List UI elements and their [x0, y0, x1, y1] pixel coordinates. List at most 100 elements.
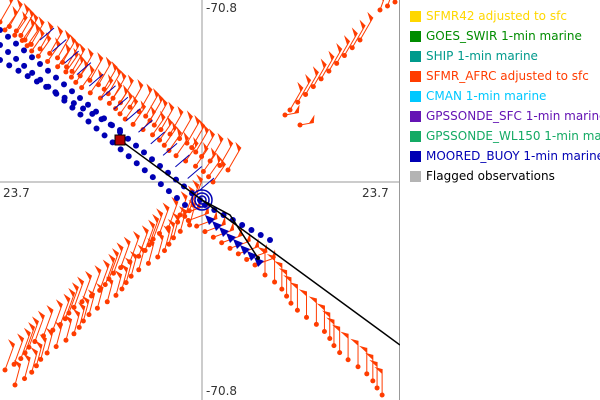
observation-dot: [21, 62, 28, 69]
observation-dot: [61, 81, 67, 88]
observation-dot: [64, 64, 70, 70]
wind-barb-flag: [235, 141, 241, 152]
observation-dot: [113, 106, 119, 112]
wind-barb-staff: [150, 131, 166, 145]
observation-dot: [304, 314, 310, 320]
legend-item[interactable]: MOORED_BUOY 1-min marine: [410, 146, 600, 166]
observation-dot: [297, 122, 303, 128]
wind-barb-flag: [102, 259, 110, 269]
wind-barb-staff: [57, 48, 71, 67]
observation-dot: [13, 28, 19, 34]
legend-swatch: [410, 50, 421, 62]
wind-barb-flag: [177, 105, 184, 116]
observation-dot: [85, 101, 91, 108]
wind-barb-flag: [8, 339, 15, 349]
wind-barb-flag: [150, 105, 156, 116]
observation-dot: [85, 118, 92, 125]
wind-barb-flag: [13, 359, 21, 369]
observation-dot: [136, 267, 142, 273]
observation-dot: [187, 222, 193, 228]
wind-barb-flag: [46, 304, 54, 315]
observation-dot: [119, 286, 125, 292]
wind-barb-flag: [146, 83, 153, 94]
observation-dot: [102, 282, 108, 288]
observation-dot: [12, 32, 18, 38]
wind-barb-flag: [111, 61, 118, 72]
legend-item[interactable]: GPSSONDE_WL150 1-min marine: [410, 126, 600, 146]
observation-dot: [0, 57, 3, 63]
wind-barb-flag: [73, 38, 80, 49]
wind-barb-flag: [147, 238, 155, 247]
observation-dot: [69, 104, 76, 111]
observation-dot: [76, 324, 82, 330]
observation-dot: [22, 376, 28, 382]
wind-barb-staff: [186, 120, 201, 144]
observation-dot: [101, 132, 108, 139]
wind-barb-flag: [220, 157, 226, 169]
wind-barb-flag: [57, 25, 63, 36]
wind-barb-flag: [89, 63, 95, 74]
observation-dot: [87, 77, 93, 83]
wind-barb-flag: [328, 50, 335, 61]
wind-barb-flag: [196, 174, 203, 184]
wind-barb-staff: [130, 254, 138, 277]
observation-dot: [185, 218, 191, 224]
wind-barb-flag: [108, 253, 115, 264]
wind-barb-flag: [141, 225, 149, 235]
observation-dot: [140, 127, 146, 133]
wind-barb-staff: [14, 363, 22, 386]
legend-item[interactable]: GOES_SWIR 1-min marine: [410, 26, 600, 46]
wind-barb-staff: [336, 40, 351, 64]
observation-dot: [15, 67, 22, 74]
wind-barb-staff: [0, 0, 14, 23]
observation-dot: [355, 364, 361, 370]
observation-dot: [130, 121, 136, 127]
observation-dot: [33, 78, 40, 85]
bottom-longitude-label: -70.8: [206, 384, 238, 398]
legend-item[interactable]: CMAN 1-min marine: [410, 86, 600, 106]
legend-label: GPSSONDE_WL150 1-min marine: [426, 129, 600, 143]
wind-barb-flag: [160, 110, 166, 121]
right-latitude-label: 23.7: [362, 186, 389, 200]
wind-barb-flag: [298, 289, 307, 297]
wind-barb-flag: [180, 191, 188, 201]
wind-barb-flag: [289, 282, 298, 290]
legend-item[interactable]: SFMR42 adjusted to sfc: [410, 6, 600, 26]
wind-barb-flag: [351, 27, 358, 38]
observation-dot: [113, 292, 119, 298]
wind-barb-flag: [168, 101, 174, 112]
observation-dot: [262, 272, 268, 278]
observation-dot: [18, 356, 24, 362]
observation-dot: [158, 127, 164, 133]
wind-barb-flag: [137, 79, 143, 90]
observation-dot: [303, 91, 309, 97]
legend-item[interactable]: SFMR_AFRC adjusted to sfc: [410, 66, 600, 86]
wind-barb-flag: [167, 218, 175, 228]
observation-dot: [374, 385, 380, 391]
flight-track-line: [201, 199, 259, 259]
wind-barb-staff: [55, 325, 63, 347]
wind-barb-flag: [94, 265, 102, 275]
wind-barb-staff: [20, 12, 35, 36]
observation-dot: [143, 113, 149, 119]
observation-dot: [321, 328, 327, 334]
legend-label: Flagged observations: [426, 169, 555, 183]
wind-barb-flag: [152, 213, 159, 224]
legend-item[interactable]: Flagged observations: [410, 166, 600, 186]
legend-item[interactable]: GPSSONDE_SFC 1-min marine: [410, 106, 600, 126]
wind-barb-staff: [359, 17, 374, 41]
observation-dot: [206, 174, 212, 180]
observation-dot: [68, 74, 74, 80]
wind-barb-flag: [283, 275, 291, 283]
observation-dot: [173, 153, 179, 159]
wind-barb-staff: [57, 35, 71, 59]
wind-barb-staff: [31, 350, 38, 373]
legend-item[interactable]: SHIP 1-min marine: [410, 46, 600, 66]
wind-barb-flag: [331, 324, 340, 332]
map-plot[interactable]: -70.8 -70.8 23.7 23.7: [0, 0, 401, 400]
wind-barb-flag: [45, 327, 53, 337]
observation-dot: [145, 260, 151, 266]
wind-barb-flag: [37, 310, 45, 320]
observation-dot: [294, 307, 300, 313]
